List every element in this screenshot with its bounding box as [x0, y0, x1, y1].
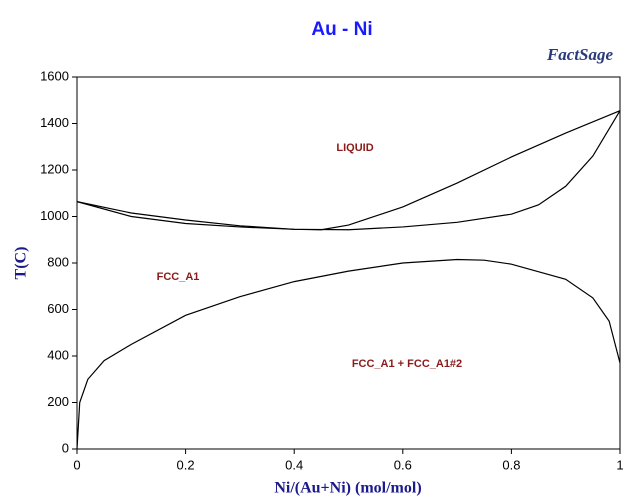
x-tick-label: 0	[73, 457, 80, 472]
y-tick-label: 1200	[40, 161, 69, 176]
y-tick-label: 1000	[40, 208, 69, 223]
y-axis-label: T(C)	[13, 247, 30, 280]
y-tick-label: 600	[47, 301, 69, 316]
y-tick-label: 400	[47, 347, 69, 362]
x-tick-label: 0.6	[394, 457, 412, 472]
phase-boundary	[76, 110, 621, 231]
plot-frame	[76, 76, 621, 450]
x-tick-label: 0.8	[502, 457, 520, 472]
annotation: LIQUID	[336, 142, 373, 154]
annotation: FCC_A1	[157, 271, 200, 283]
chart-title: Au - Ni	[311, 19, 372, 40]
y-tick-label: 800	[47, 254, 69, 269]
phase-boundary	[76, 258, 621, 450]
annotation: FCC_A1 + FCC_A1#2	[352, 358, 462, 370]
x-tick-label: 1	[616, 457, 623, 472]
x-tick-label: 0.2	[177, 457, 195, 472]
x-tick-label: 0.4	[285, 457, 303, 472]
y-tick-label: 200	[47, 394, 69, 409]
y-tick-label: 1400	[40, 115, 69, 130]
phase-boundary	[76, 110, 621, 231]
logo: FactSage	[546, 45, 614, 64]
y-tick-label: 0	[62, 440, 69, 455]
y-tick-label: 1600	[40, 68, 69, 83]
x-axis-label: Ni/(Au+Ni) (mol/mol)	[274, 480, 421, 497]
